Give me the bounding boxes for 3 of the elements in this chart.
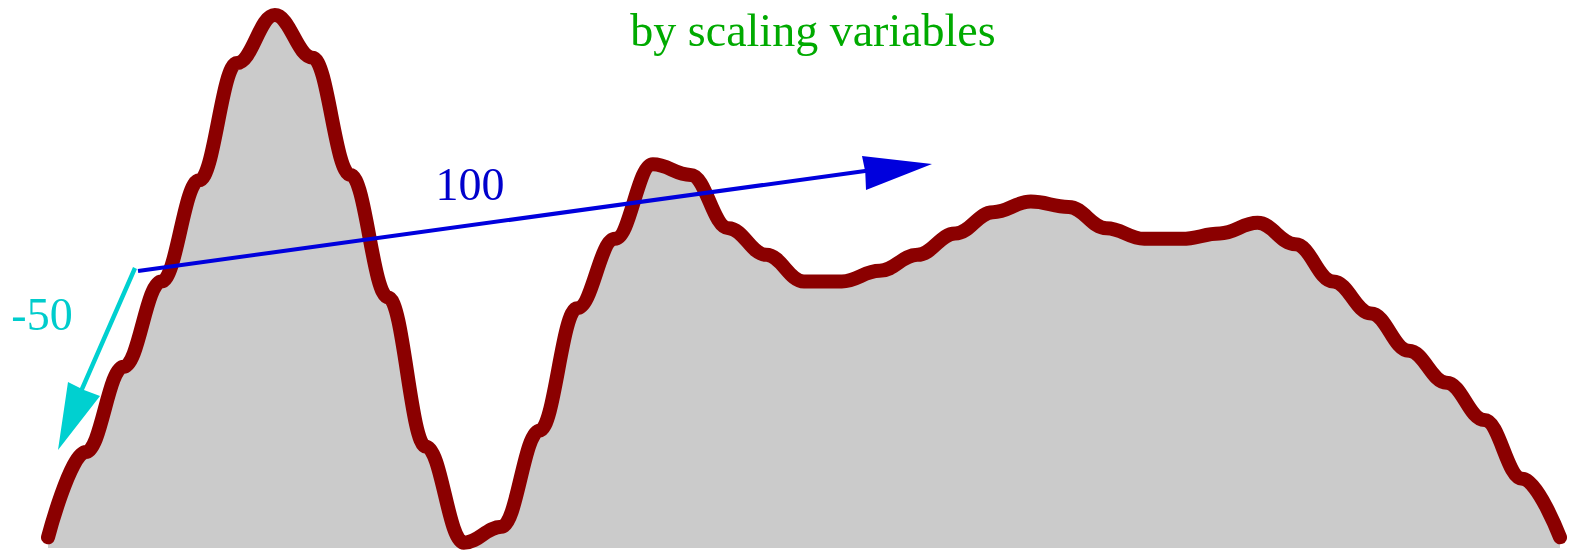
annotation: -50 [11, 289, 73, 340]
annotation: 100 [435, 159, 505, 210]
chart-title: by scaling variables [630, 4, 996, 56]
